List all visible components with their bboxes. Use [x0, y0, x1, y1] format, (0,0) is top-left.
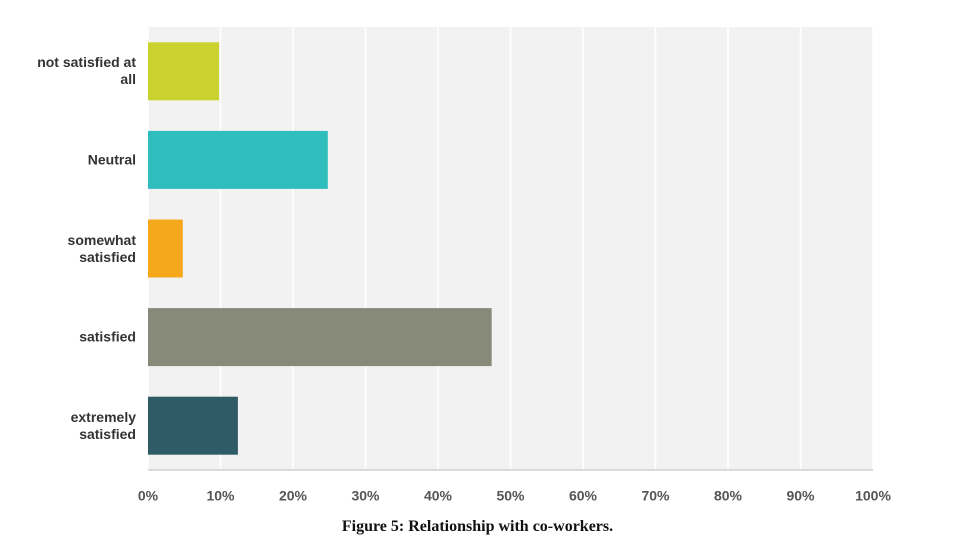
x-tick-label: 100% — [855, 488, 891, 504]
x-tick-label: 0% — [138, 488, 159, 504]
x-tick-label: 30% — [351, 488, 380, 504]
bar — [148, 42, 220, 101]
x-tick-label: 70% — [641, 488, 670, 504]
y-tick-label: not satisfied at all — [37, 54, 136, 88]
y-tick-label: somewhat satisfied — [67, 231, 136, 265]
x-tick-label: 60% — [569, 488, 598, 504]
y-tick-label: Neutral — [87, 151, 136, 168]
x-tick-label: 80% — [714, 488, 743, 504]
bar — [148, 219, 183, 278]
bar — [148, 130, 328, 189]
x-tick-label: 40% — [424, 488, 453, 504]
caption: Figure 5: Relationship with co-workers. — [341, 518, 614, 535]
y-tick-label: extremely satisfied — [70, 408, 136, 442]
x-tick-label: 10% — [206, 488, 235, 504]
y-tick-label: satisfied — [79, 328, 136, 345]
x-tick-label: 50% — [496, 488, 525, 504]
x-tick-label: 90% — [786, 488, 815, 504]
bar — [148, 396, 238, 455]
bar — [148, 308, 492, 367]
x-tick-label: 20% — [279, 488, 308, 504]
